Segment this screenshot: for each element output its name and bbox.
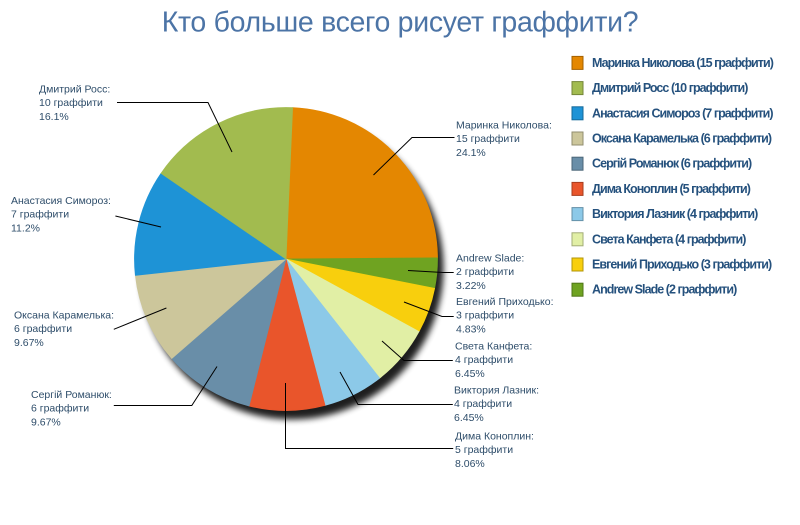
svg-text:Света Канфета (4 граффити): Света Канфета (4 граффити) — [592, 232, 746, 246]
svg-text:Дима Коноплин (5 граффити): Дима Коноплин (5 граффити) — [592, 182, 751, 196]
svg-text:Кто больше всего рисует граффи: Кто больше всего рисует граффити? — [162, 7, 639, 39]
svg-text:Оксана Карамелька (6 граффити): Оксана Карамелька (6 граффити) — [592, 132, 772, 146]
svg-text:Andrew Slade (2 граффити): Andrew Slade (2 граффити) — [592, 283, 737, 297]
svg-text:Анастасия Симороз (7 граффити): Анастасия Симороз (7 граффити) — [592, 106, 773, 120]
svg-text:Сергій Романюк (6 граффити): Сергій Романюк (6 граффити) — [592, 157, 752, 171]
svg-text:Дмитрий Росс (10 граффити): Дмитрий Росс (10 граффити) — [592, 81, 748, 95]
svg-text:Виктория Лазник (4 граффити): Виктория Лазник (4 граффити) — [592, 207, 758, 221]
svg-text:Евгений Приходько (3 граффити): Евгений Приходько (3 граффити) — [592, 258, 772, 272]
svg-text:Маринка Николова (15 граффити): Маринка Николова (15 граффити) — [592, 56, 774, 70]
